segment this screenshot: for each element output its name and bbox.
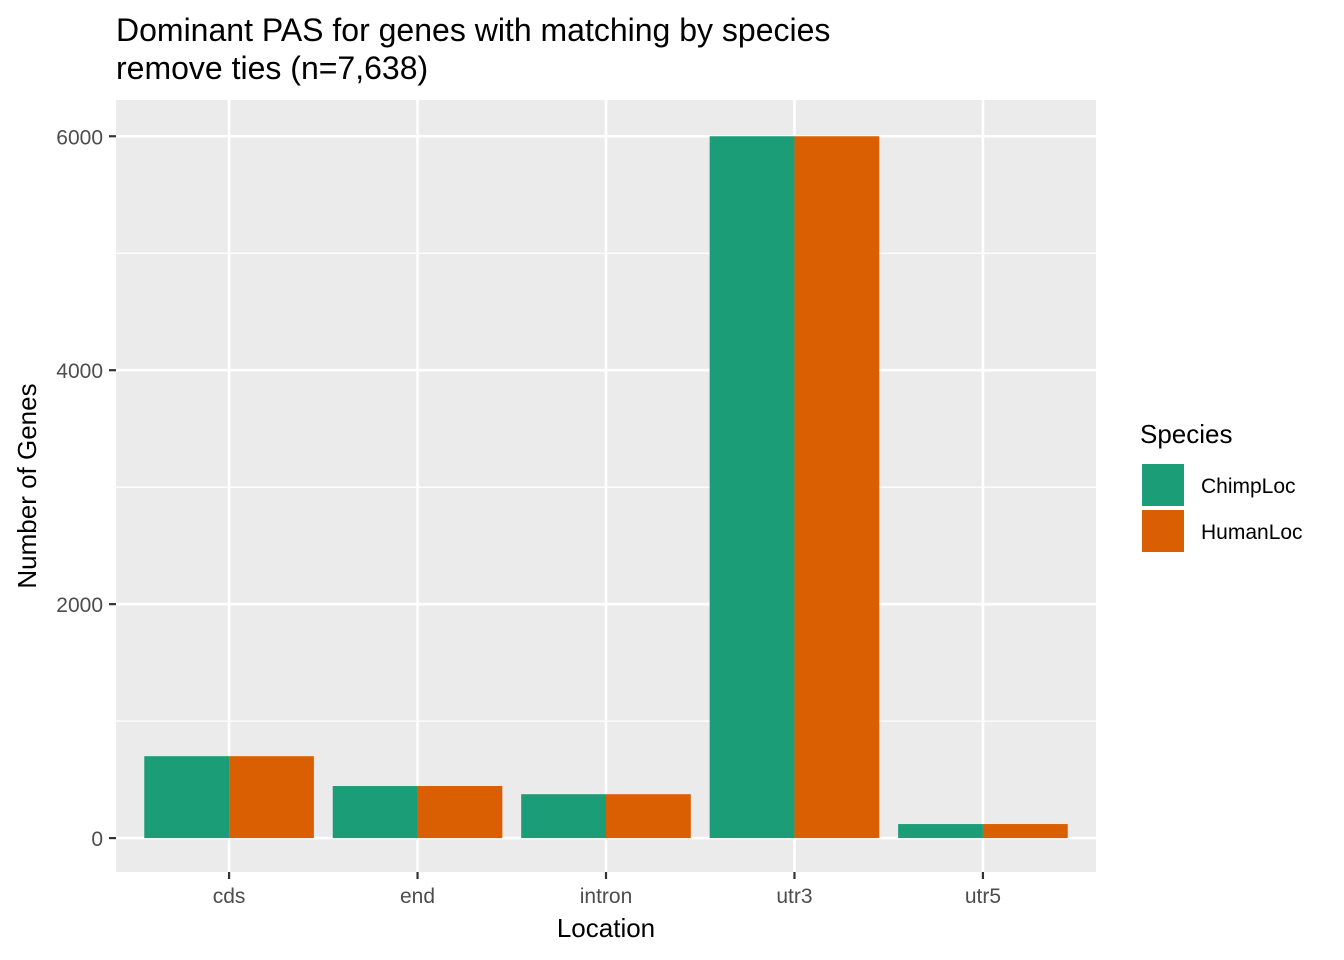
x-tick-label-cds: cds bbox=[213, 885, 246, 908]
legend-title: Species bbox=[1140, 419, 1233, 449]
x-tick-label-utr3: utr3 bbox=[776, 885, 812, 908]
legend-key-humanloc bbox=[1142, 510, 1184, 552]
bar-utr5-humanloc bbox=[982, 824, 1068, 839]
bar-end-humanloc bbox=[417, 786, 503, 839]
axes-group: 0 2000 4000 6000 cds end intron utr3 utr5 bbox=[56, 126, 1001, 908]
bar-utr3-chimploc bbox=[709, 136, 795, 839]
y-tick-label: 0 bbox=[91, 828, 103, 851]
bar-utr5-chimploc bbox=[898, 824, 983, 839]
x-tick-label-end: end bbox=[400, 885, 435, 908]
bar-intron-humanloc bbox=[606, 794, 691, 839]
bar-end-chimploc bbox=[332, 786, 418, 839]
legend-label-humanloc: HumanLoc bbox=[1201, 521, 1303, 544]
legend-label-chimploc: ChimpLoc bbox=[1201, 475, 1296, 498]
y-tick-label: 2000 bbox=[56, 594, 103, 617]
x-tick-label-intron: intron bbox=[580, 885, 633, 908]
chart-title-line-1: Dominant PAS for genes with matching by … bbox=[116, 12, 830, 48]
chart-title-line-2: remove ties (n=7,638) bbox=[116, 50, 428, 86]
y-tick-label: 6000 bbox=[56, 126, 103, 149]
x-tick-label-utr5: utr5 bbox=[965, 885, 1001, 908]
bar-utr3-humanloc bbox=[794, 136, 880, 839]
y-tick-label: 4000 bbox=[56, 360, 103, 383]
bar-cds-chimploc bbox=[144, 756, 230, 839]
bar-intron-chimploc bbox=[521, 794, 606, 839]
y-axis-title: Number of Genes bbox=[12, 383, 42, 588]
x-axis-title: Location bbox=[557, 913, 655, 943]
legend: Species ChimpLoc HumanLoc bbox=[1140, 419, 1303, 552]
bars-group bbox=[144, 136, 1068, 839]
bar-cds-humanloc bbox=[229, 756, 314, 839]
legend-key-chimploc bbox=[1142, 464, 1184, 506]
